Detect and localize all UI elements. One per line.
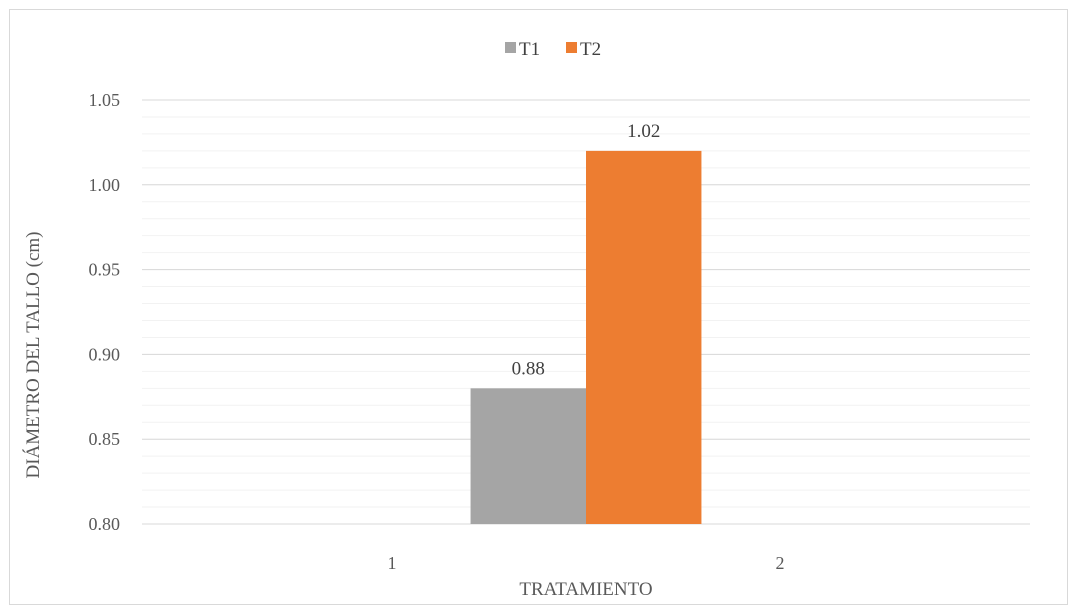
y-tick-label: 1.05 [89,90,121,110]
bars [470,150,702,524]
data-label: 1.02 [627,121,660,142]
data-label: 0.88 [512,358,545,379]
y-tick-label: 0.85 [89,429,121,449]
bar-t2 [586,150,702,524]
x-tick-label: 1 [388,553,397,573]
legend-label-t2: T2 [580,39,601,60]
x-axis-title: TRATAMIENTO [519,579,652,600]
legend: T1 T2 [505,39,601,60]
legend-swatch-t1 [505,42,516,53]
y-axis-title: DIÁMETRO DEL TALLO (cm) [22,231,44,478]
legend-swatch-t2 [566,42,577,53]
y-tick-labels: 0.80 0.85 0.90 0.95 1.00 1.05 [89,90,121,534]
x-tick-label: 2 [776,553,785,573]
bar-t1 [470,388,586,524]
y-tick-label: 0.80 [89,514,121,534]
y-tick-label: 0.90 [89,344,121,364]
y-tick-label: 0.95 [89,260,121,280]
legend-label-t1: T1 [519,39,540,60]
data-labels: 0.88 1.02 [512,121,661,379]
y-tick-label: 1.00 [89,175,121,195]
